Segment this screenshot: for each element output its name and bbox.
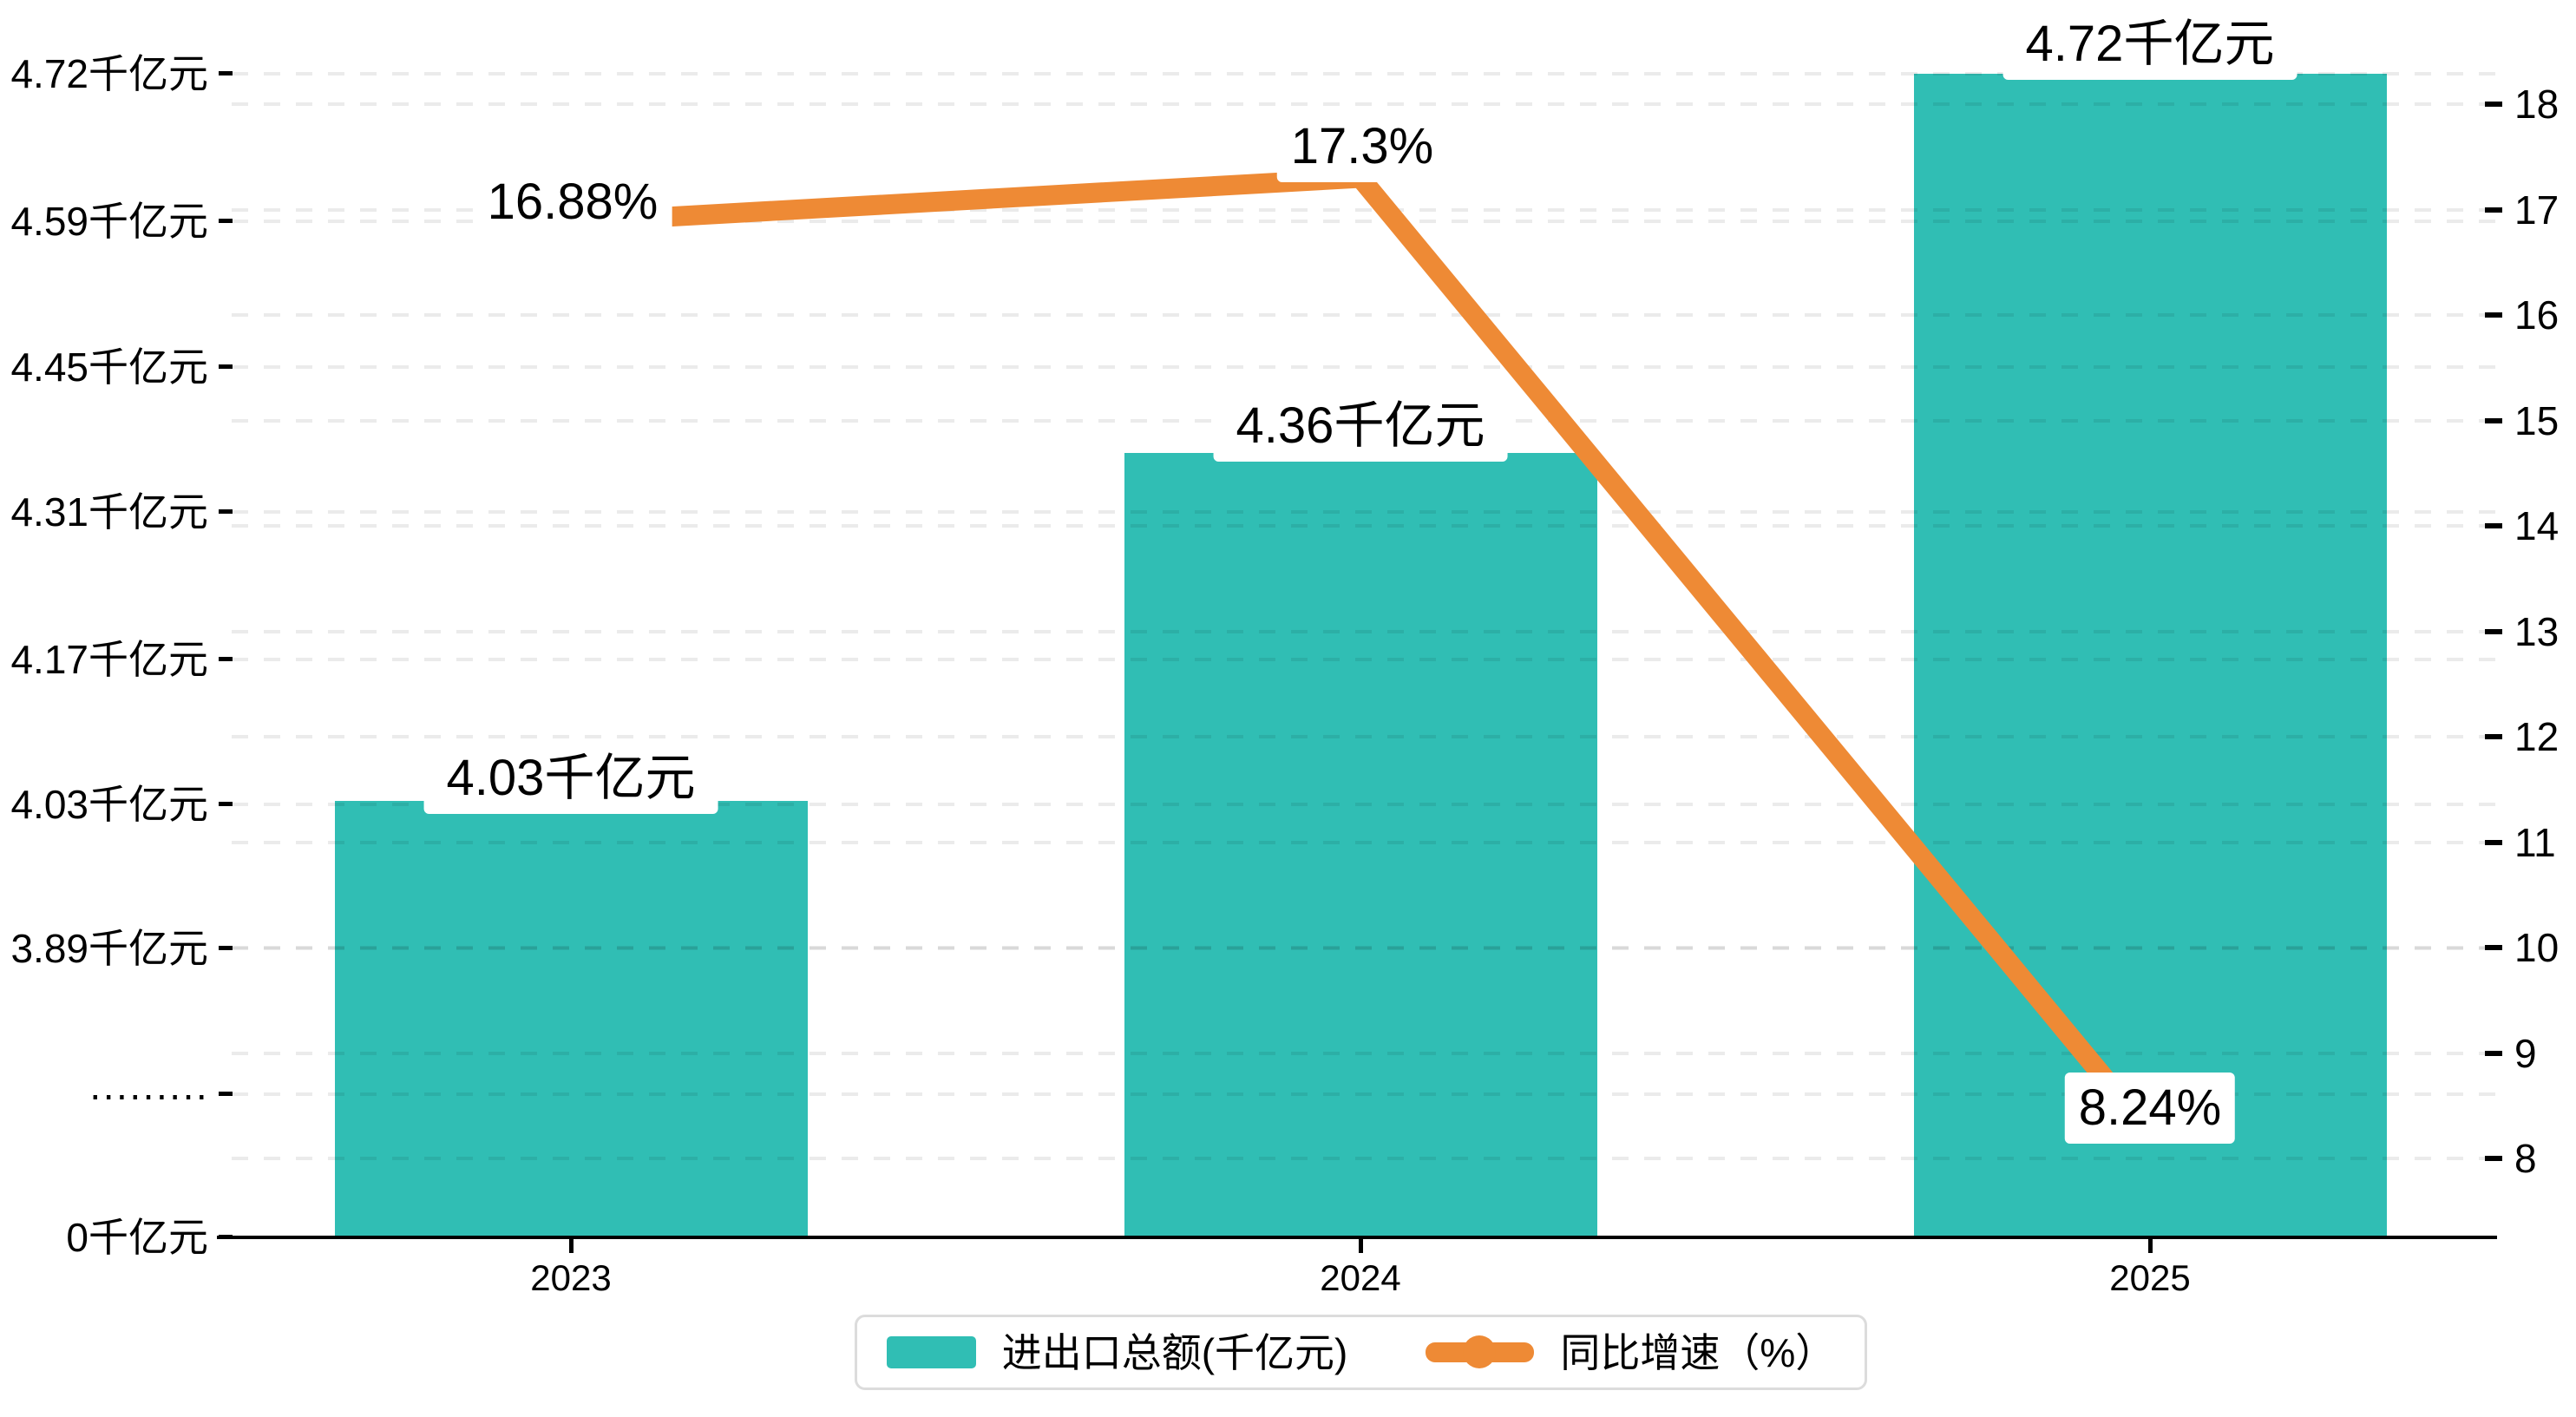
y-axis-right-label-4: 14	[2514, 503, 2560, 548]
y-axis-right-tick	[2485, 102, 2502, 107]
y-axis-right-label-8: 10	[2514, 925, 2560, 970]
y-axis-right-label-7: 11	[2514, 819, 2556, 865]
y-axis-right-label-0: 18	[2514, 82, 2560, 127]
x-axis-label-2023: 2023	[530, 1257, 612, 1298]
y-axis-right-label-3: 15	[2514, 397, 2560, 443]
gridline	[232, 510, 2497, 514]
x-axis-label-2024: 2024	[1320, 1257, 1401, 1298]
y-axis-left-tick	[219, 1092, 233, 1096]
y-axis-right-tick	[2485, 734, 2502, 739]
y-axis-left-label-3: 4.31千亿元	[10, 489, 208, 535]
gridline	[232, 658, 2497, 661]
y-axis-right-tick	[2485, 1156, 2502, 1161]
y-axis-right-label-10: 8	[2514, 1136, 2537, 1181]
legend-label-bar-series: 进出口总额(千亿元)	[1001, 1329, 1348, 1375]
gridline	[232, 524, 2497, 528]
y-axis-left-label-7: ·········	[88, 1072, 208, 1117]
line-value-label-2023: 16.88%	[473, 167, 672, 238]
y-axis-left-tick	[219, 219, 233, 223]
y-axis-right-tick	[2485, 839, 2502, 845]
y-axis-right-tick	[2485, 523, 2502, 528]
bar-2023	[334, 800, 808, 1237]
y-axis-right-tick	[2485, 945, 2502, 950]
y-axis-right-label-6: 12	[2514, 714, 2560, 759]
y-axis-left-tick	[219, 657, 233, 661]
y-axis-right-tick	[2485, 207, 2502, 213]
x-axis-tick	[2148, 1237, 2153, 1253]
x-axis-label-2025: 2025	[2109, 1257, 2191, 1298]
gridline	[232, 1157, 2497, 1160]
line-series-swatch-icon	[1426, 1335, 1535, 1368]
gridline	[232, 840, 2497, 844]
x-axis-tick	[569, 1237, 574, 1253]
line-value-label-2025: 8.24%	[2064, 1073, 2236, 1144]
x-axis-tick	[1359, 1237, 1363, 1253]
y-axis-right-tick	[2485, 1050, 2502, 1056]
gridline	[232, 629, 2497, 633]
y-axis-left-label-4: 4.17千亿元	[10, 637, 208, 682]
legend-label-line-series: 同比增速（%）	[1560, 1329, 1836, 1375]
y-axis-left-label-8: 0千亿元	[66, 1215, 208, 1260]
gridline	[232, 946, 2497, 949]
y-axis-right-tick	[2485, 628, 2502, 634]
bar-value-label-2024: 4.36千亿元	[1213, 390, 1508, 462]
line-value-label-2024: 17.3%	[1276, 111, 1448, 182]
legend-item-bar-series[interactable]: 进出口总额(千亿元)	[886, 1328, 1348, 1377]
gridline	[232, 313, 2497, 317]
y-axis-left-tick	[219, 802, 233, 806]
gridline	[232, 365, 2497, 369]
legend: 进出口总额(千亿元) 同比增速（%）	[855, 1315, 1867, 1390]
x-axis-line	[217, 1236, 2497, 1239]
y-axis-left-tick	[219, 509, 233, 514]
gridline	[232, 1051, 2497, 1055]
bar-series-swatch-icon	[886, 1336, 976, 1368]
line-series-dot-icon	[1463, 1335, 1497, 1368]
y-axis-left-label-6: 3.89千亿元	[10, 926, 208, 971]
gridline	[232, 72, 2497, 75]
bar-value-label-2023: 4.03千亿元	[423, 743, 718, 814]
y-axis-right-label-9: 9	[2514, 1030, 2537, 1076]
y-axis-left-label-1: 4.59千亿元	[10, 199, 208, 244]
legend-item-line-series[interactable]: 同比增速（%）	[1426, 1328, 1835, 1377]
y-axis-left-tick	[219, 71, 233, 75]
bar-value-label-2025: 4.72千亿元	[2002, 9, 2297, 80]
y-axis-right-tick	[2485, 312, 2502, 318]
y-axis-left-tick	[219, 364, 233, 369]
y-axis-right-label-5: 13	[2514, 608, 2560, 654]
gridline	[232, 735, 2497, 738]
y-axis-right-tick	[2485, 417, 2502, 423]
y-axis-left-label-0: 4.72千亿元	[10, 51, 208, 96]
bar-2024	[1124, 453, 1597, 1237]
y-axis-right-label-1: 17	[2514, 187, 2560, 233]
y-axis-right-label-2: 16	[2514, 292, 2560, 338]
y-axis-left-label-5: 4.03千亿元	[10, 782, 208, 827]
y-axis-left-tick	[219, 1235, 233, 1239]
y-axis-left-tick	[219, 946, 233, 950]
gridline	[232, 102, 2497, 106]
y-axis-left-label-2: 4.45千亿元	[10, 344, 208, 390]
bar-2025	[1913, 74, 2387, 1237]
